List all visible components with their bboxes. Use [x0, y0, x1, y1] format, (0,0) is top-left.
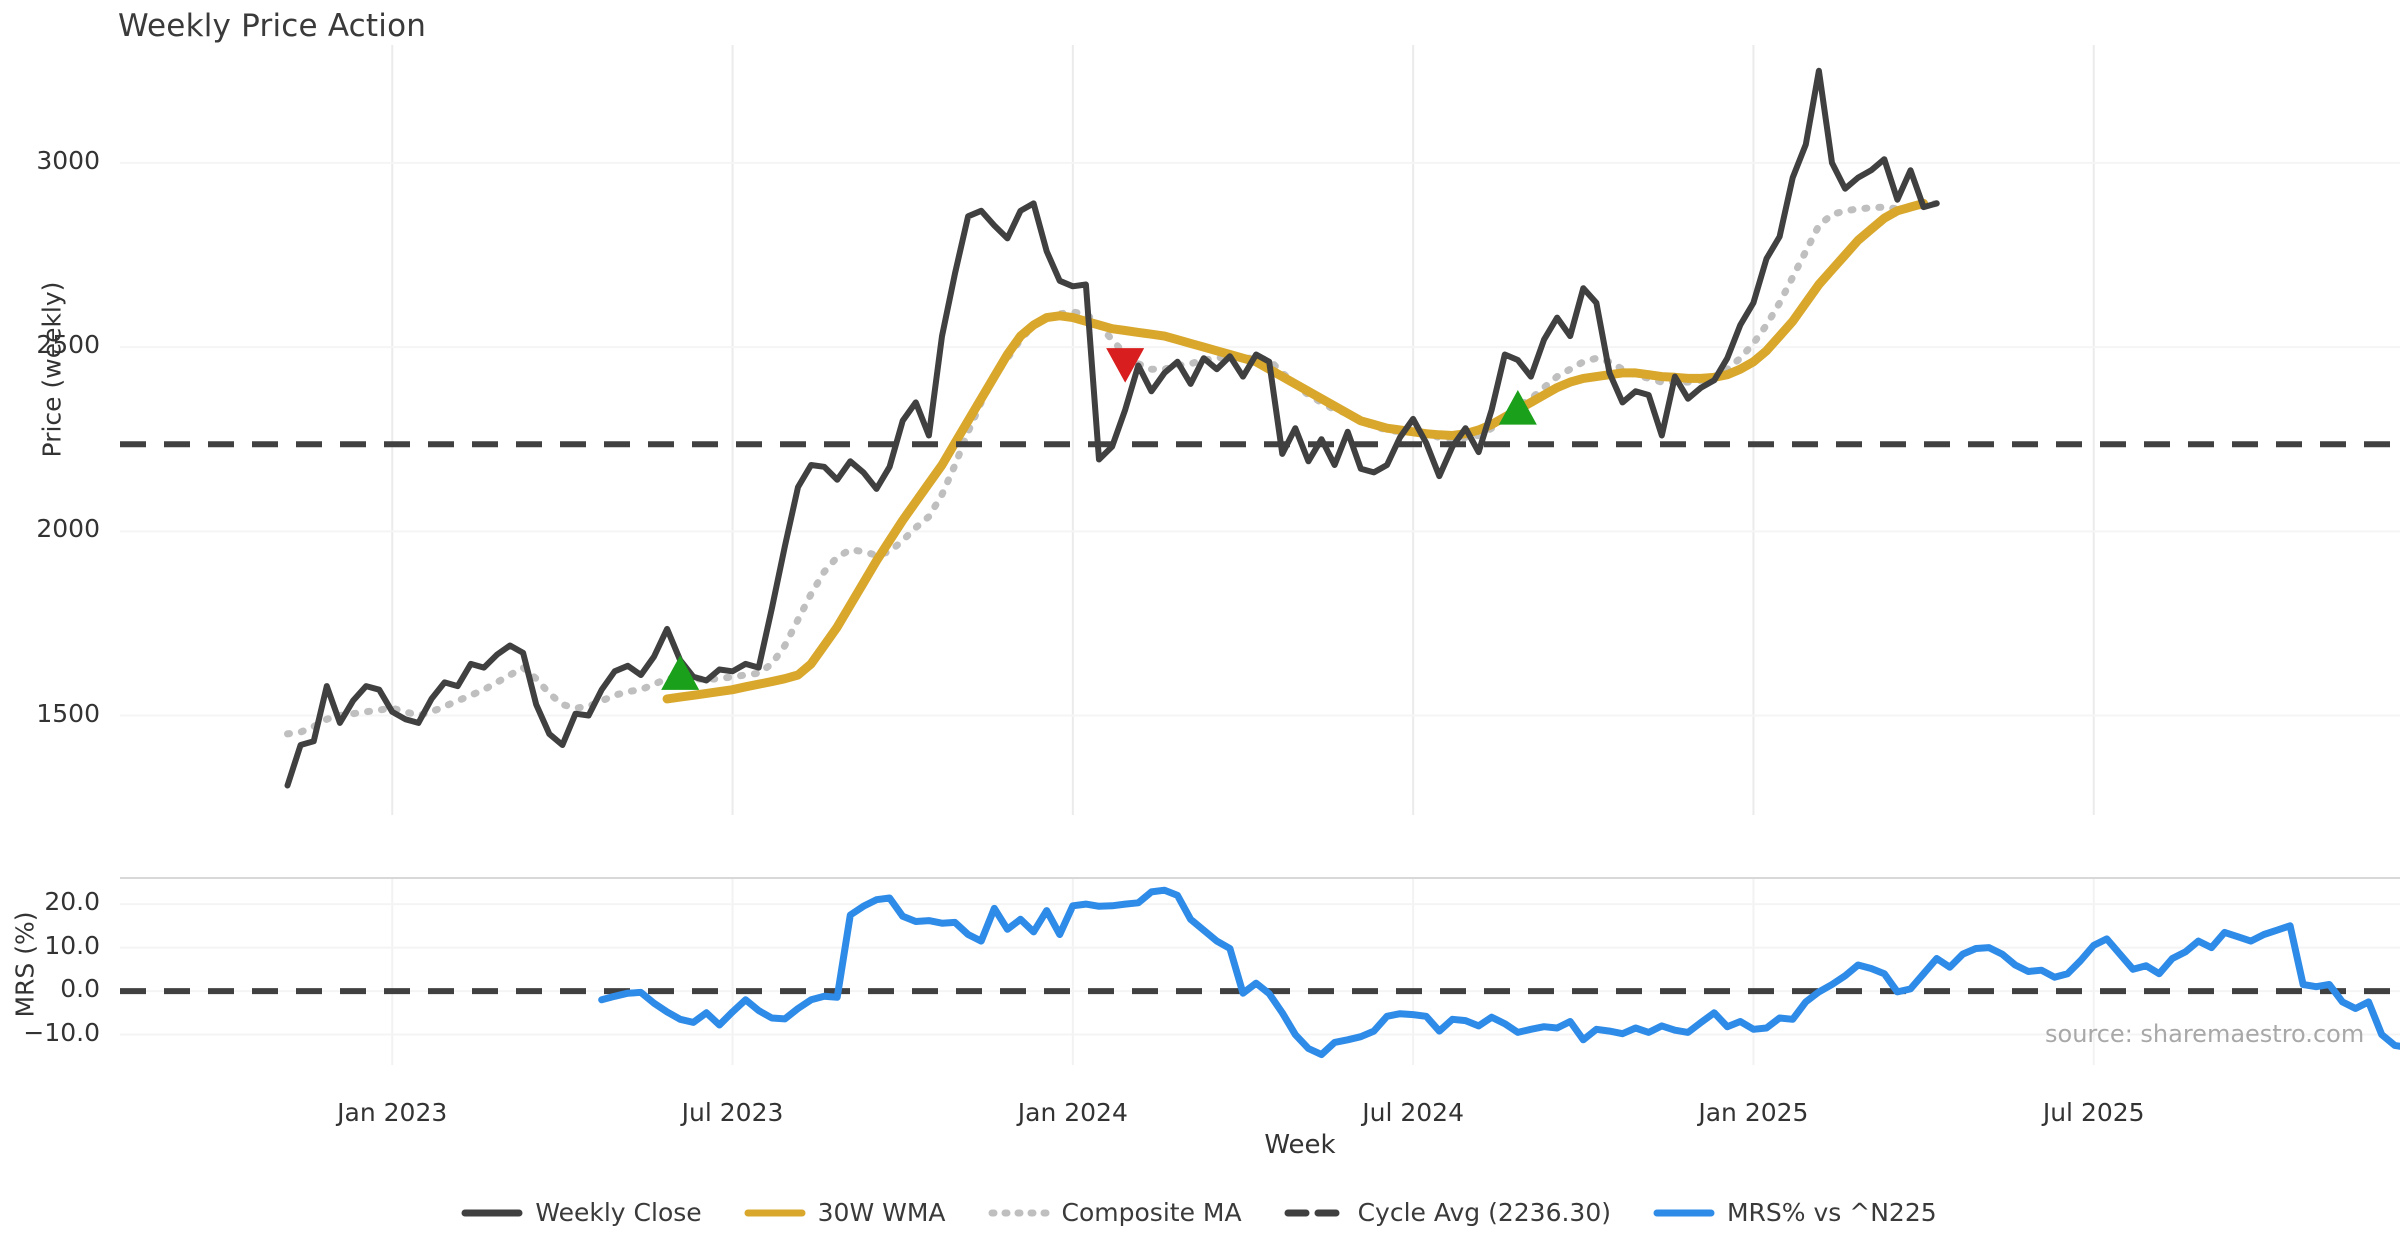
legend-label: Cycle Avg (2236.30): [1357, 1198, 1611, 1227]
legend-label: Weekly Close: [535, 1198, 702, 1227]
legend-swatch-solid: [461, 1202, 523, 1224]
legend-label: MRS% vs ^N225: [1726, 1198, 1937, 1227]
chart-title: Weekly Price Action: [118, 8, 427, 44]
y-tick-label-price: 2000: [36, 514, 100, 544]
series-mrs-percent: [598, 886, 2400, 1059]
x-tick-label: Jul 2023: [681, 1098, 784, 1127]
x-tick-label: Jan 2024: [1017, 1098, 1128, 1127]
y-tick-label-price: 1500: [36, 698, 100, 728]
legend-item[interactable]: 30W WMA: [744, 1198, 946, 1227]
legend-swatch-dotted: [988, 1202, 1050, 1224]
source-watermark: source: sharemaestro.com: [2045, 1020, 2365, 1048]
x-tick-label: Jul 2025: [2042, 1098, 2145, 1127]
y-tick-label-mrs: −10.0: [23, 1017, 100, 1047]
series-30w-wma: [662, 198, 1929, 704]
legend-item[interactable]: MRS% vs ^N225: [1653, 1198, 1937, 1227]
chart-legend: Weekly Close 30W WMA Composite MA Cycle Avg…: [0, 1198, 2400, 1227]
legend-item[interactable]: Weekly Close: [461, 1198, 702, 1227]
x-tick-label: Jan 2023: [337, 1098, 448, 1127]
x-tick-label: Jul 2024: [1362, 1098, 1464, 1127]
series-composite-ma: [284, 199, 1941, 738]
marker-sell-signal: [1106, 348, 1145, 383]
y-tick-label-mrs: 20.0: [44, 887, 100, 917]
legend-item[interactable]: Cycle Avg (2236.30): [1284, 1198, 1611, 1227]
y-tick-label-mrs: 10.0: [44, 930, 100, 960]
series-weekly-close: [284, 67, 1940, 789]
y-tick-label-price: 3000: [36, 145, 100, 175]
y-tick-label-price: 2500: [36, 330, 100, 360]
legend-label: Composite MA: [1061, 1198, 1242, 1227]
x-axis-label: Week: [1264, 1130, 1336, 1160]
legend-label: 30W WMA: [817, 1198, 946, 1227]
marker-buy-signal: [661, 655, 700, 690]
x-tick-label: Jan 2025: [1698, 1098, 1809, 1127]
legend-swatch-solid: [744, 1202, 806, 1224]
y-tick-label-mrs: 0.0: [60, 974, 100, 1004]
legend-swatch-solid: [1653, 1202, 1715, 1224]
legend-item[interactable]: Composite MA: [988, 1198, 1242, 1227]
marker-buy-signal: [1498, 390, 1537, 425]
legend-swatch-dashed: [1284, 1202, 1346, 1224]
